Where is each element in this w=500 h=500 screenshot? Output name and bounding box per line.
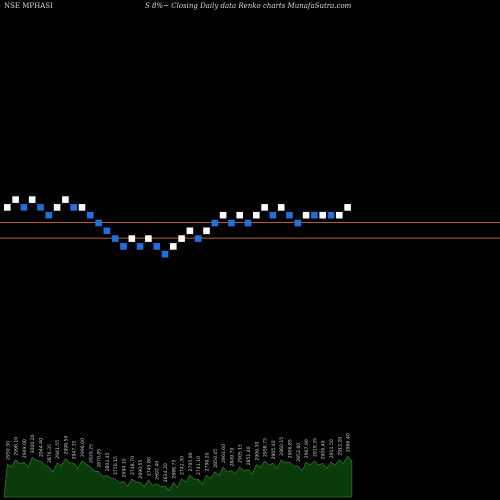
renko-brick-22 — [186, 227, 194, 235]
renko-brick-30 — [253, 211, 260, 219]
price-label-14: 2694.10 — [122, 458, 128, 477]
renko-brick-6 — [53, 204, 61, 211]
price-label-13: 2750.15 — [113, 456, 119, 475]
renko-brick-25 — [211, 219, 219, 227]
renko-brick-27 — [228, 219, 235, 227]
chart-symbol: NSE MPHASI — [4, 2, 53, 10]
price-label-21: 2742.30 — [180, 456, 186, 475]
price-label-10: 2920.25 — [88, 444, 94, 463]
price-labels: 2950.30 2998.10 2949.00 3000.20 2944.40 2876.… — [5, 433, 351, 482]
price-label-22: 2795.90 — [188, 452, 194, 471]
renko-brick-12 — [103, 227, 111, 235]
price-label-23: 2741.10 — [196, 456, 202, 475]
price-label-18: 2692.40 — [155, 461, 161, 480]
renko-brick-14 — [120, 243, 127, 250]
renko-brick-18 — [153, 243, 160, 250]
price-label-27: 2849.70 — [229, 448, 235, 467]
renko-brick-15 — [128, 235, 136, 242]
renko-brick-26 — [219, 211, 227, 219]
price-label-31: 2958.75 — [263, 438, 269, 457]
price-label-0: 2950.30 — [5, 441, 11, 460]
price-label-1: 2998.10 — [14, 437, 20, 456]
renko-brick-40 — [336, 211, 343, 219]
renko-brick-7 — [62, 196, 69, 203]
renko-brick-17 — [145, 235, 152, 242]
price-label-8: 2947.35 — [72, 440, 78, 459]
renko-brick-0 — [4, 204, 11, 211]
price-label-36: 2907.90 — [304, 439, 310, 458]
renko-brick-33 — [277, 204, 285, 211]
renko-brick-37 — [311, 211, 318, 219]
price-label-6: 2941.55 — [55, 440, 61, 459]
price-label-17: 2745.80 — [146, 457, 152, 476]
renko-brick-29 — [244, 219, 252, 227]
renko-brick-39 — [327, 211, 335, 219]
renko-brick-13 — [111, 235, 119, 242]
price-label-39: 2911.50 — [329, 439, 335, 458]
price-label-38: 2906.40 — [321, 440, 327, 459]
price-label-4: 2944.40 — [39, 438, 45, 457]
price-label-26: 2903.60 — [221, 444, 227, 463]
price-label-32: 2905.40 — [271, 440, 277, 459]
renko-brick-38 — [319, 211, 326, 219]
renko-bricks — [4, 196, 351, 258]
renko-brick-34 — [286, 211, 293, 219]
price-label-40: 2913.20 — [337, 437, 343, 456]
price-label-24: 2796.20 — [205, 452, 211, 471]
price-label-25: 2850.45 — [213, 449, 219, 468]
price-label-28: 2905.15 — [238, 444, 244, 463]
renko-brick-23 — [194, 235, 202, 242]
volume-fill — [3, 455, 353, 498]
chart-caption: S 8%~ Closing Daily data Renko charts Mu… — [145, 2, 352, 10]
renko-brick-3 — [28, 196, 36, 203]
renko-brick-28 — [236, 211, 243, 219]
price-label-37: 2910.35 — [312, 438, 318, 457]
price-label-41: 2966.40 — [346, 433, 352, 452]
renko-brick-24 — [203, 227, 210, 235]
price-label-7: 2998.50 — [63, 436, 69, 455]
price-label-33: 2960.15 — [279, 437, 285, 456]
renko-brick-11 — [95, 219, 102, 227]
renko-brick-4 — [37, 204, 44, 211]
renko-brick-31 — [261, 204, 268, 211]
renko-brick-2 — [20, 204, 28, 211]
volume-area — [3, 455, 353, 498]
price-label-11: 2870.05 — [97, 449, 103, 468]
renko-brick-9 — [78, 204, 86, 211]
renko-brick-21 — [178, 235, 185, 242]
renko-brick-36 — [302, 211, 310, 219]
price-label-3: 3000.20 — [30, 434, 36, 453]
renko-brick-8 — [70, 204, 77, 211]
price-label-15: 2748.70 — [130, 456, 136, 475]
renko-brick-20 — [170, 243, 177, 250]
price-label-5: 2876.35 — [47, 444, 53, 463]
price-label-29: 2851.40 — [246, 446, 252, 465]
renko-brick-32 — [269, 211, 277, 219]
price-label-35: 2852.60 — [296, 443, 302, 462]
renko-brick-41 — [344, 204, 351, 211]
renko-brick-5 — [45, 211, 53, 219]
price-label-9: 2996.00 — [80, 438, 86, 457]
renko-brick-1 — [12, 196, 19, 203]
price-label-19: 2634.20 — [163, 463, 169, 482]
price-label-20: 2688.75 — [171, 460, 177, 479]
renko-brick-16 — [136, 243, 144, 250]
price-label-34: 2906.85 — [288, 439, 294, 458]
renko-brick-10 — [87, 211, 94, 219]
price-label-2: 2949.00 — [22, 439, 28, 458]
price-label-16: 2690.55 — [138, 460, 144, 479]
price-label-12: 2802.45 — [105, 452, 111, 471]
renko-brick-35 — [294, 219, 302, 227]
price-label-30: 2906.30 — [254, 442, 260, 461]
renko-brick-19 — [161, 250, 169, 258]
